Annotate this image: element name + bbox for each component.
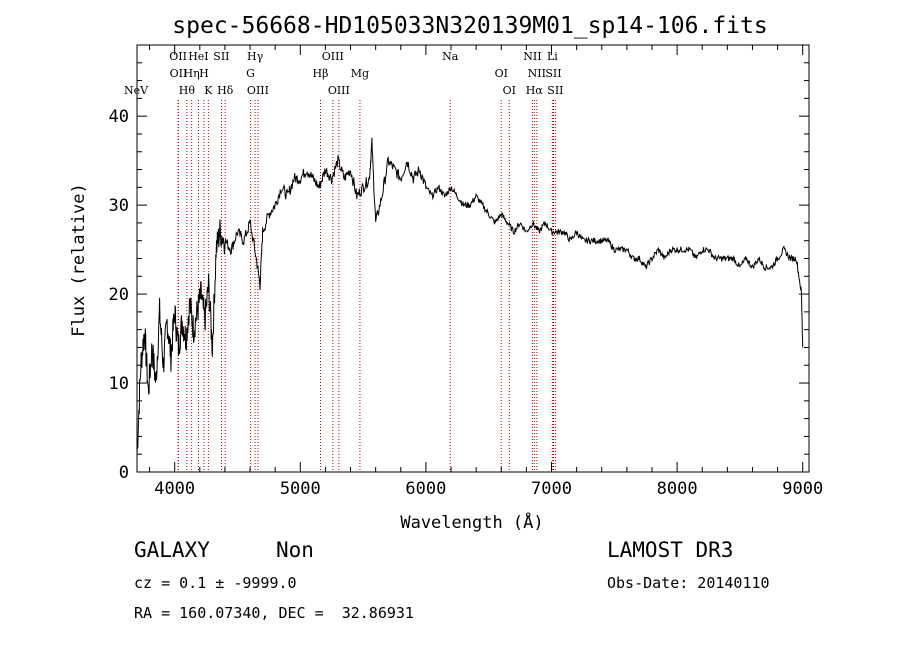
line-label: G	[246, 67, 255, 80]
line-label: H	[199, 67, 209, 80]
line-label: OI	[503, 84, 516, 97]
x-tick-label: 8000	[657, 479, 698, 499]
line-label: OI	[495, 67, 508, 80]
line-label: NII	[523, 50, 541, 63]
x-tick-label: 5000	[280, 479, 321, 499]
y-tick-label: 0	[119, 463, 129, 483]
x-axis-label: Wavelength (Å)	[400, 511, 543, 533]
line-label: K	[204, 84, 213, 97]
chart-title: spec-56668-HD105033N320139M01_sp14-106.f…	[172, 13, 767, 39]
line-label: Hγ	[247, 50, 264, 63]
object-subclass: Non	[276, 538, 314, 562]
x-tick-label: 4000	[154, 479, 195, 499]
y-tick-label: 40	[109, 107, 129, 127]
obs-date: Obs-Date: 20140110	[607, 574, 770, 592]
line-label: HeI	[188, 50, 208, 63]
line-label: Hθ	[179, 84, 196, 97]
line-label: OIII	[322, 50, 344, 63]
line-label: SII	[213, 50, 229, 63]
plot-frame	[136, 44, 810, 473]
line-label: Li	[547, 50, 558, 63]
y-tick-label: 20	[109, 285, 129, 305]
y-tick-label: 30	[109, 196, 129, 216]
line-label: OII	[170, 67, 188, 80]
line-label: Hβ	[313, 67, 329, 80]
redshift-cz: cz = 0.1 ± -9999.0	[134, 574, 297, 592]
x-tick-label: 9000	[782, 479, 823, 499]
line-label: NII	[528, 67, 546, 80]
line-label: Mg	[351, 67, 369, 80]
line-label: OII	[169, 50, 187, 63]
y-axis: 0 10 20 30 40	[109, 62, 809, 483]
spectrum-series	[136, 137, 804, 455]
x-axis: 4000 5000 6000 7000 8000 9000	[149, 45, 823, 499]
line-label: Na	[442, 50, 459, 63]
spectrum-line	[136, 137, 804, 455]
line-label: SII	[547, 84, 563, 97]
line-label: OIII	[328, 84, 350, 97]
line-label: SII	[545, 67, 561, 80]
emission-line-markers: NeVOIIOIIHθHηHeIHKSIIHδHγGOIIIHβOIIIOIII…	[124, 50, 564, 472]
survey-name: LAMOST DR3	[607, 538, 734, 562]
line-label: Hδ	[217, 84, 234, 97]
line-label: Hη	[184, 67, 200, 80]
y-tick-label: 10	[109, 374, 129, 394]
ra-dec-coordinates: RA = 160.07340, DEC = 32.86931	[134, 604, 414, 622]
y-axis-label: Flux (relative)	[69, 183, 89, 337]
line-label: Hα	[526, 84, 544, 97]
object-class: GALAXY	[134, 538, 210, 562]
line-label: OIII	[247, 84, 269, 97]
x-tick-label: 6000	[405, 479, 446, 499]
x-tick-label: 7000	[531, 479, 572, 499]
